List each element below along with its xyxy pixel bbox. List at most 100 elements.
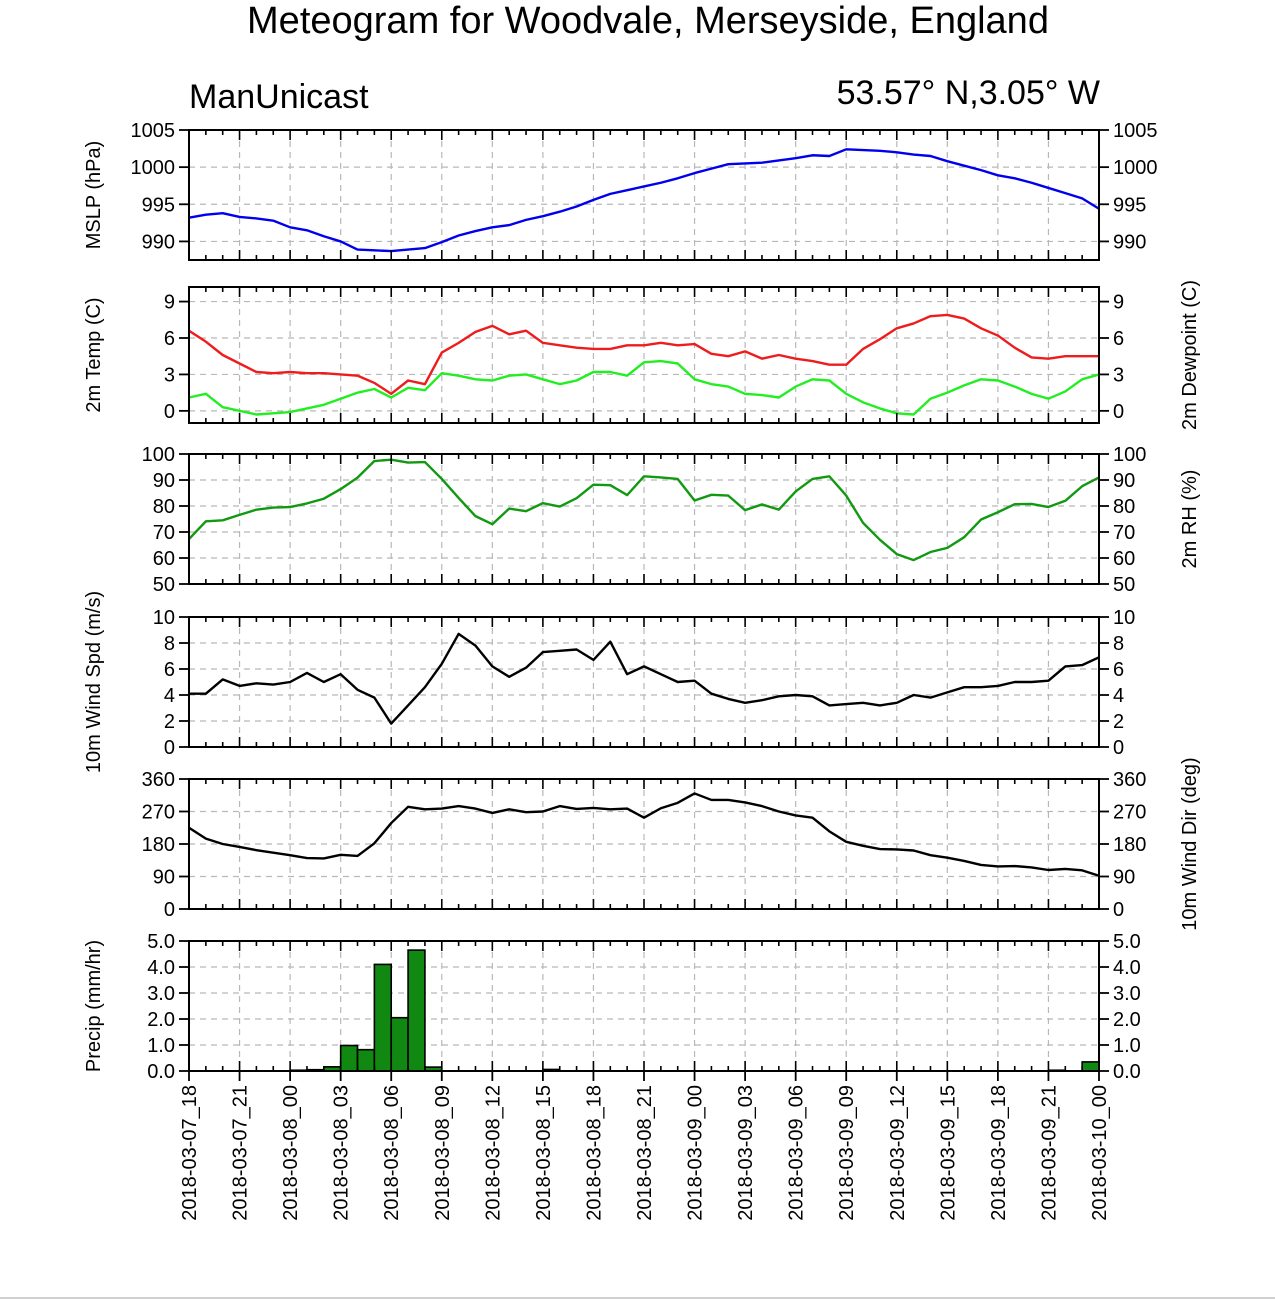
- y-tick-label-right: 1005: [1113, 120, 1158, 142]
- y-tick-label-left: 9: [164, 292, 175, 314]
- precip-bar: [390, 1016, 409, 1072]
- y-tick-label-left: 8: [164, 633, 175, 655]
- y-tick-label-right: 6: [1113, 328, 1124, 350]
- y-tick-label-right: 80: [1113, 496, 1135, 518]
- x-tick-label: 2018-03-09_12: [887, 1085, 909, 1221]
- rh-rh-line: [188, 458, 1100, 562]
- mslp-mslp-line: [188, 148, 1100, 253]
- wdir-wind-line: [188, 792, 1100, 877]
- x-tick-label: 2018-03-08_12: [482, 1085, 504, 1221]
- y-tick-label-left: 2: [164, 711, 175, 733]
- y-tick-label-left: 6: [164, 659, 175, 681]
- y-tick-label-right: 8: [1113, 633, 1124, 655]
- y-tick-label-right: 90: [1113, 470, 1135, 492]
- panel-temp: 0 0 3 3 6 6 9 9 2m Temp (C) 2m Dewpoint (C): [83, 280, 1201, 430]
- x-tick-label: 2018-03-08_21: [634, 1085, 656, 1221]
- y-tick-label-left: 90: [153, 867, 175, 889]
- x-tick-label: 2018-03-09_09: [836, 1085, 858, 1221]
- x-tick-label: 2018-03-09_18: [988, 1085, 1010, 1221]
- y-tick-label-right: 5.0: [1113, 931, 1141, 953]
- x-tick-label: 2018-03-10_00: [1089, 1085, 1111, 1221]
- y-tick-label-right: 0: [1113, 401, 1124, 423]
- y-tick-label-left: 100: [142, 444, 175, 466]
- panel-precip: 0.0 0.0 1.0 1.0 2.0 2.0 3.0 3.0 4.0 4.0 5.0 5.0 Prec…: [83, 931, 1141, 1083]
- temp-y-axis-label-right: 2m Dewpoint (C): [1179, 280, 1201, 430]
- y-tick-label-right: 2.0: [1113, 1009, 1141, 1031]
- y-tick-label-left: 270: [142, 802, 175, 824]
- y-tick-label-right: 3.0: [1113, 983, 1141, 1005]
- y-tick-label-right: 995: [1113, 194, 1146, 216]
- wdir-y-axis-label-right: 10m Wind Dir (deg): [1179, 757, 1201, 930]
- y-tick-label-left: 0.0: [147, 1061, 175, 1083]
- y-tick-label-left: 10: [153, 607, 175, 629]
- x-tick-label: 2018-03-08_06: [381, 1085, 403, 1221]
- y-tick-label-left: 90: [153, 470, 175, 492]
- rh-y-axis-label-right: 2m RH (%): [1179, 470, 1201, 569]
- y-tick-label-left: 0: [164, 401, 175, 423]
- precip-y-axis-label: Precip (mm/hr): [83, 940, 105, 1072]
- y-tick-label-right: 0: [1113, 899, 1124, 921]
- temp-temp-line: [188, 313, 1099, 396]
- y-tick-label-right: 0.0: [1113, 1061, 1141, 1083]
- y-tick-label-right: 4: [1113, 685, 1124, 707]
- x-tick-label: 2018-03-09_15: [937, 1085, 959, 1221]
- y-tick-label-left: 60: [153, 548, 175, 570]
- wspd-wind-line: [189, 632, 1100, 725]
- precip-bar: [373, 963, 393, 1072]
- x-tick-label: 2018-03-07_21: [230, 1085, 252, 1221]
- y-tick-label-left: 990: [142, 231, 175, 253]
- x-tick-label: 2018-03-07_18: [179, 1085, 201, 1221]
- precip-bar: [339, 1044, 359, 1072]
- x-tick-label: 2018-03-09_00: [685, 1085, 707, 1221]
- y-tick-label-right: 10: [1113, 607, 1135, 629]
- y-tick-label-left: 3.0: [147, 983, 175, 1005]
- y-tick-label-left: 180: [142, 834, 175, 856]
- x-tick-label: 2018-03-09_06: [786, 1085, 808, 1221]
- y-tick-label-left: 2.0: [147, 1009, 175, 1031]
- y-tick-label-right: 60: [1113, 548, 1135, 570]
- y-tick-label-left: 50: [153, 574, 175, 596]
- panel-wdir: 0 0 90 90 180 180 270 270 360 360 10m Wind Dir (de…: [142, 757, 1201, 930]
- y-tick-label-right: 1.0: [1113, 1035, 1141, 1057]
- mslp-y-axis-label: MSLP (hPa): [83, 141, 105, 250]
- x-tick-label: 2018-03-08_18: [583, 1085, 605, 1221]
- y-tick-label-left: 0: [164, 899, 175, 921]
- precip-bar: [356, 1048, 376, 1072]
- panel-rh: 50 50 60 60 70 70 80 80 90 90 100 100 2m RH (%): [142, 444, 1201, 596]
- y-tick-label-right: 90: [1113, 867, 1135, 889]
- y-tick-label-right: 990: [1113, 231, 1146, 253]
- x-tick-label: 2018-03-08_03: [331, 1085, 353, 1221]
- y-tick-label-left: 1000: [131, 157, 176, 179]
- y-tick-label-right: 360: [1113, 769, 1146, 791]
- y-tick-label-left: 4: [164, 685, 175, 707]
- temp-y-axis-label: 2m Temp (C): [83, 297, 105, 412]
- y-tick-label-left: 5.0: [147, 931, 175, 953]
- x-tick-label: 2018-03-09_03: [735, 1085, 757, 1221]
- x-tick-label: 2018-03-08_15: [533, 1085, 555, 1221]
- precip-bar: [407, 949, 426, 1072]
- panel-mslp: 990 990 995 995 1000 1000 1005 1005 MSLP (hPa): [83, 120, 1158, 261]
- x-tick-label: 2018-03-09_21: [1038, 1085, 1060, 1221]
- y-tick-label-right: 70: [1113, 522, 1135, 544]
- y-tick-label-right: 0: [1113, 737, 1124, 759]
- y-tick-label-left: 995: [142, 194, 175, 216]
- y-tick-label-right: 3: [1113, 364, 1124, 386]
- y-tick-label-left: 1.0: [147, 1035, 175, 1057]
- x-tick-label: 2018-03-08_00: [280, 1085, 302, 1221]
- precip-bar: [1081, 1061, 1100, 1072]
- location-label: 53.57° N,3.05° W: [836, 74, 1100, 112]
- y-tick-label-right: 2: [1113, 711, 1124, 733]
- x-tick-label: 2018-03-08_09: [432, 1085, 454, 1221]
- y-tick-label-right: 4.0: [1113, 957, 1141, 979]
- y-tick-label-right: 1000: [1113, 157, 1158, 179]
- panel-wspd: 0 0 2 2 4 4 6 6 8 8 10 10 10m Wind Spd (m/s): [83, 591, 1135, 773]
- model-label: ManUnicast: [189, 78, 369, 116]
- y-tick-label-left: 6: [164, 328, 175, 350]
- y-tick-label-left: 360: [142, 769, 175, 791]
- y-tick-label-left: 3: [164, 364, 175, 386]
- chart-title: Meteogram for Woodvale, Merseyside, Engl…: [247, 0, 1049, 42]
- y-tick-label-right: 6: [1113, 659, 1124, 681]
- y-tick-label-left: 0: [164, 737, 175, 759]
- y-tick-label-left: 70: [153, 522, 175, 544]
